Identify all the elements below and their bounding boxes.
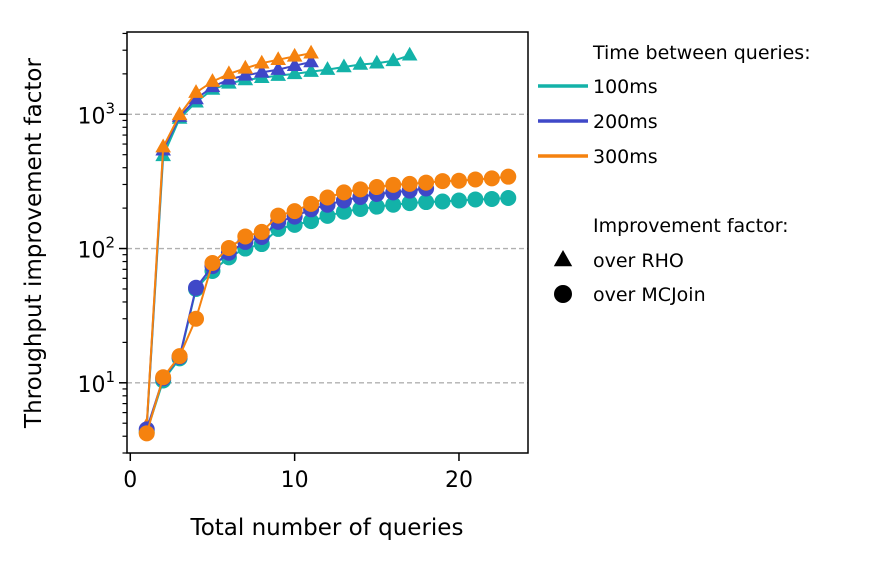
axis-ticks: 101 102 103 0 10 20 [77, 32, 473, 493]
data-point-triangle [303, 63, 319, 77]
data-point-triangle [204, 73, 221, 87]
legend-marker-entries: over RHO over MCJoin [553, 250, 706, 306]
legend-marker-title: Improvement factor: [593, 215, 789, 237]
data-point-circle [155, 369, 172, 386]
data-point-triangle [286, 57, 303, 71]
y-tick-label: 102 [77, 234, 115, 264]
legend-color-label: 100ms [593, 76, 658, 98]
series-line [145, 187, 427, 430]
series-200ms-mcjoin [138, 180, 435, 438]
data-point-triangle [385, 52, 402, 67]
data-series [138, 44, 517, 442]
data-point-circle [270, 207, 287, 224]
data-point-triangle [270, 61, 287, 75]
data-point-circle [401, 175, 418, 192]
legend-color-label: 200ms [593, 111, 658, 133]
data-point-triangle [303, 44, 319, 59]
data-point-circle [368, 179, 385, 196]
data-point-circle [385, 196, 402, 213]
data-point-circle [467, 191, 484, 208]
y-tick-label: 101 [77, 368, 115, 398]
x-tick-label: 10 [281, 468, 309, 493]
data-point-circle [303, 195, 320, 212]
legend-color-title: Time between queries: [592, 42, 811, 64]
data-point-circle [171, 348, 188, 365]
data-point-triangle [188, 84, 204, 98]
x-tick-label: 0 [123, 468, 137, 493]
data-point-circle [368, 198, 385, 215]
data-point-circle [352, 200, 369, 217]
data-point-triangle [237, 66, 254, 81]
legend-triangle-marker [553, 250, 573, 267]
data-point-circle [418, 194, 435, 211]
x-tick-label: 20 [445, 468, 473, 493]
series-line [145, 54, 411, 429]
data-point-circle [319, 189, 336, 206]
data-point-circle [253, 223, 270, 240]
data-point-circle [352, 181, 369, 198]
legend-color-label: 300ms [593, 146, 658, 168]
grid-lines [127, 113, 528, 384]
data-point-triangle [171, 106, 188, 121]
data-point-triangle [286, 65, 303, 80]
data-point-circle [434, 173, 451, 190]
data-point-circle [303, 213, 320, 230]
data-point-circle [138, 425, 155, 442]
data-point-circle [483, 190, 500, 207]
data-point-triangle [352, 55, 369, 70]
data-point-circle [188, 310, 205, 327]
data-point-circle [450, 172, 467, 189]
data-point-circle [401, 195, 418, 212]
data-point-triangle [303, 53, 319, 68]
plot-frame [126, 31, 529, 454]
series-100ms-rho [138, 46, 418, 434]
data-point-circle [286, 203, 303, 220]
legend-marker-label: over RHO [593, 250, 684, 272]
x-axis-label: Total number of queries [190, 515, 464, 541]
legend-marker-label: over MCJoin [593, 284, 706, 306]
data-point-circle [450, 192, 467, 209]
data-point-triangle [253, 63, 270, 78]
data-point-circle [467, 171, 484, 188]
data-point-triangle [253, 54, 270, 69]
data-point-triangle [286, 47, 303, 62]
legend-circle-marker [554, 285, 572, 303]
series-300ms-mcjoin [138, 168, 517, 442]
data-point-circle [385, 176, 402, 193]
data-point-circle [500, 189, 517, 206]
data-point-triangle [237, 59, 254, 74]
legend-color-entries: 100ms 200ms 300ms [538, 76, 658, 168]
data-point-circle [483, 170, 500, 187]
data-point-circle [237, 228, 254, 245]
data-point-circle [220, 239, 237, 256]
data-point-triangle [221, 65, 237, 80]
data-point-circle [418, 174, 435, 191]
data-point-triangle [319, 61, 336, 75]
data-point-circle [335, 203, 352, 220]
data-point-circle [434, 193, 451, 210]
data-point-circle [319, 207, 336, 224]
data-point-circle [204, 255, 221, 272]
data-point-triangle [336, 58, 352, 73]
data-point-triangle [155, 138, 171, 153]
data-point-circle [188, 279, 205, 296]
legend: Time between queries: 100ms 200ms 300ms Im… [538, 42, 811, 306]
data-point-circle [500, 168, 517, 185]
data-point-triangle [401, 46, 418, 61]
y-axis-label: Throughput improvement factor [21, 57, 47, 428]
data-point-triangle [270, 51, 287, 65]
data-point-circle [335, 184, 352, 201]
data-point-triangle [368, 54, 385, 69]
y-tick-label: 103 [77, 99, 115, 129]
